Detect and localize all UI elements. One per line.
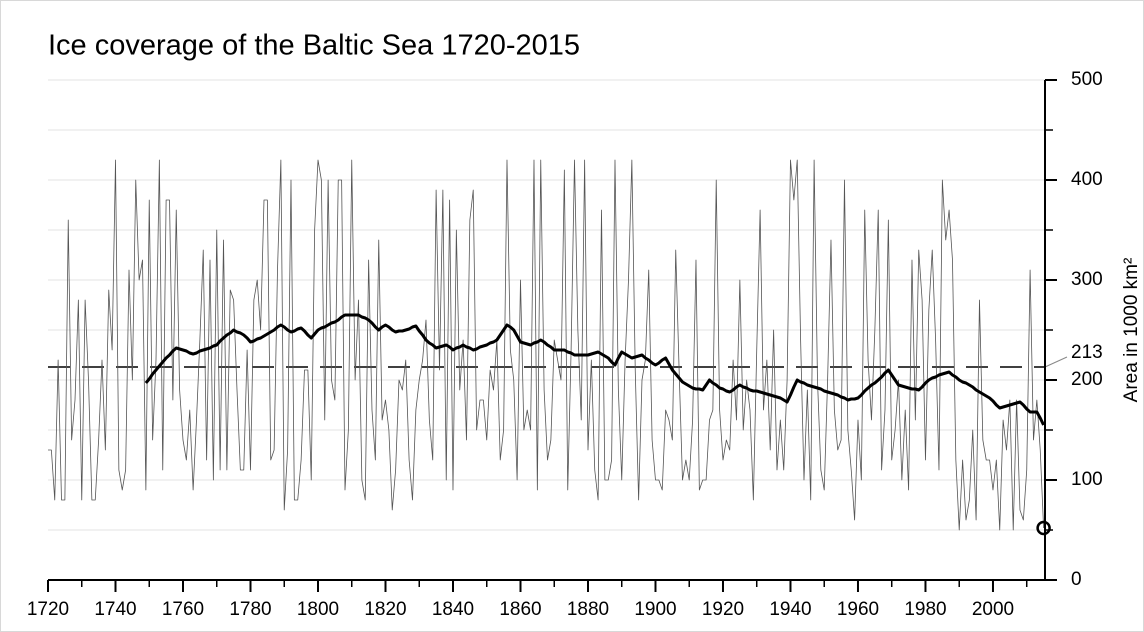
axes: 213 1720 1740 1760 1780 1800 1820 1840 1860 1880 1… (27, 69, 1103, 620)
highlight-point (1036, 520, 1051, 536)
y-tick-label: 500 (1071, 69, 1103, 90)
grid (48, 79, 1045, 531)
x-tick-label: 1880 (567, 599, 609, 620)
x-tick-label: 1860 (499, 599, 541, 620)
x-tick-label: 1920 (702, 599, 744, 620)
y-axis-label: Area in 1000 km² (1121, 258, 1142, 403)
y-tick-label: 100 (1071, 469, 1103, 490)
x-tick-label: 1740 (94, 599, 136, 620)
reference-leader (1044, 356, 1068, 368)
y-tick-label: 200 (1071, 369, 1103, 390)
x-tick-label: 1960 (837, 599, 879, 620)
x-tick-label: 2000 (972, 599, 1014, 620)
x-tick-label: 1720 (27, 599, 69, 620)
y-tick-label: 300 (1071, 269, 1103, 290)
y-tick-label: 0 (1071, 569, 1082, 590)
x-tick-label: 1780 (229, 599, 271, 620)
x-tick-label: 1800 (297, 599, 339, 620)
x-tick-label: 1900 (634, 599, 676, 620)
x-tick-label: 1980 (904, 599, 946, 620)
x-tick-label: 1940 (769, 599, 811, 620)
data-line (144, 313, 1045, 426)
plot-area (48, 159, 1051, 536)
y-tick-label: 400 (1071, 169, 1103, 190)
chart-title: Ice coverage of the Baltic Sea 1720-2015 (48, 30, 580, 62)
x-tick-label: 1760 (162, 599, 204, 620)
reference-label: 213 (1071, 342, 1103, 363)
data-line (48, 159, 1044, 531)
x-tick-label: 1820 (364, 599, 406, 620)
x-tick-label: 1840 (432, 599, 474, 620)
